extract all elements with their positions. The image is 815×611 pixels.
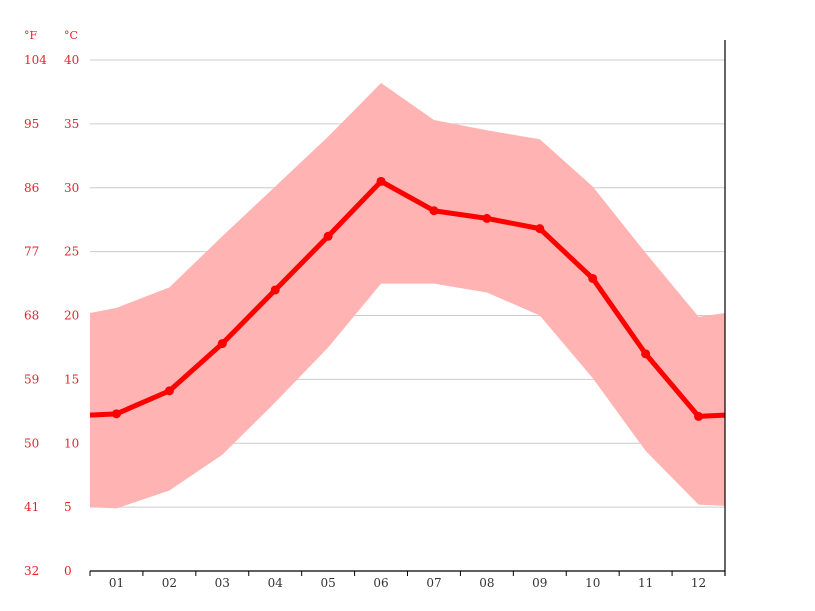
mean-point [164, 386, 174, 396]
mean-point [641, 349, 651, 359]
x-tick-label: 09 [532, 576, 547, 590]
y-tick-label-fahrenheit: 95 [24, 117, 39, 131]
x-tick-label: 10 [585, 576, 600, 590]
y-tick-label-celsius: 20 [64, 309, 79, 323]
y-tick-label-fahrenheit: 77 [24, 245, 39, 259]
y-tick-label-celsius: 15 [64, 372, 79, 386]
mean-point [217, 339, 227, 349]
mean-temperature-points [111, 176, 704, 421]
x-tick-label: 08 [479, 576, 494, 590]
x-tick-label: 07 [426, 576, 441, 590]
mean-point [270, 285, 280, 295]
mean-point [376, 176, 386, 186]
x-tick-label: 05 [320, 576, 335, 590]
y-tick-label-fahrenheit: 104 [24, 53, 47, 67]
mean-point [111, 409, 121, 419]
mean-temperature-line [89, 178, 726, 419]
y-tick-label-fahrenheit: 59 [24, 372, 39, 386]
x-tick-label: 01 [109, 576, 124, 590]
y-axis-labels: 32 0 41 5 50 10 59 15 68 20 77 25 86 30 95 35 104 40 [24, 53, 79, 578]
x-axis-ticks [89, 571, 726, 576]
y-tick-label-celsius: 25 [64, 245, 79, 259]
y-tick-label-celsius: 0 [64, 564, 72, 578]
mean-point [429, 206, 439, 216]
min-max-temperature-band [90, 82, 725, 509]
mean-point [323, 231, 333, 241]
mean-point [535, 224, 545, 234]
x-tick-label: 11 [638, 576, 653, 590]
y-tick-label-fahrenheit: 86 [24, 181, 39, 195]
mean-point [694, 411, 704, 421]
y-tick-label-fahrenheit: 41 [24, 500, 39, 514]
x-tick-label: 02 [162, 576, 177, 590]
x-tick-label: 04 [268, 576, 284, 590]
x-axis-labels: 01 02 03 04 05 06 07 08 09 10 11 12 [109, 576, 706, 590]
y-tick-label-celsius: 30 [64, 181, 79, 195]
y-tick-label-celsius: 35 [64, 117, 79, 131]
mean-point [588, 273, 598, 283]
y-tick-label-celsius: 5 [64, 500, 72, 514]
x-tick-label: 03 [215, 576, 230, 590]
fahrenheit-unit-label: °F [24, 29, 38, 42]
y-tick-label-fahrenheit: 32 [24, 564, 39, 578]
celsius-unit-label: °C [64, 29, 78, 42]
y-tick-label-celsius: 10 [64, 436, 79, 450]
y-tick-label-fahrenheit: 50 [24, 436, 39, 450]
x-tick-label: 12 [691, 576, 706, 590]
mean-point [482, 213, 492, 223]
y-tick-label-fahrenheit: 68 [24, 309, 39, 323]
x-tick-label: 06 [373, 576, 388, 590]
y-tick-label-celsius: 40 [64, 53, 79, 67]
